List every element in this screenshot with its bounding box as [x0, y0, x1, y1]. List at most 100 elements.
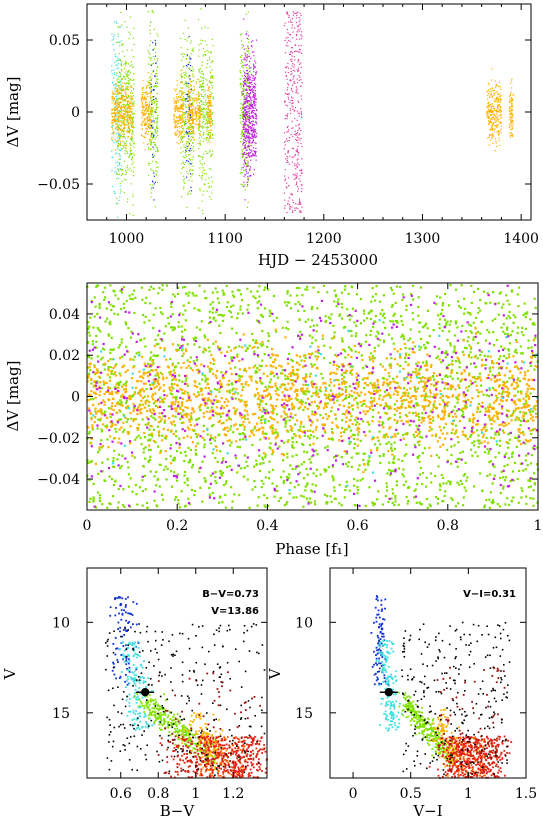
lightcurve-point-orange — [487, 89, 490, 91]
lightcurve-point-green — [190, 139, 193, 141]
lightcurve-point-pink — [295, 34, 297, 36]
phase-point-green — [98, 302, 101, 305]
lightcurve-point-orange — [497, 125, 499, 127]
lightcurve-point-magenta — [243, 175, 245, 177]
phase-point-green — [219, 347, 222, 350]
lightcurve-point-green — [182, 114, 184, 116]
lightcurve-point-orange — [126, 100, 128, 102]
lightcurve-point-magenta — [247, 184, 249, 186]
lightcurve-point-orange — [124, 116, 127, 118]
lightcurve-point-orange — [508, 95, 510, 97]
lightcurve-point-green — [154, 142, 156, 144]
lightcurve-point-green — [123, 192, 125, 194]
phase-point-green — [386, 384, 389, 387]
lightcurve-point-pink — [296, 38, 298, 40]
lightcurve-point-orange — [512, 123, 514, 125]
lightcurve-point-magenta — [253, 107, 255, 109]
lightcurve-point-orange — [182, 119, 184, 121]
lightcurve-point-green — [187, 76, 189, 78]
lightcurve-point-orange — [499, 86, 501, 88]
lightcurve-point-magenta — [249, 78, 251, 80]
lightcurve-point-green — [116, 197, 118, 199]
lightcurve-point-magenta — [247, 137, 249, 139]
phase-point-green — [470, 448, 473, 451]
lightcurve-point-green — [150, 168, 152, 170]
lightcurve-point-pink — [298, 115, 300, 117]
lightcurve-point-green — [183, 175, 185, 177]
lightcurve-point-orange — [141, 128, 143, 130]
lightcurve-point-green — [126, 152, 128, 154]
lightcurve-point-orange — [209, 80, 211, 82]
lightcurve-point-orange — [176, 126, 178, 128]
phase-point-green — [418, 348, 421, 351]
lightcurve-point-green — [247, 72, 250, 74]
lightcurve-point-orange — [151, 110, 153, 112]
lightcurve-point-green — [199, 68, 201, 70]
lightcurve-point-orange — [209, 116, 211, 118]
lightcurve-point-orange — [127, 105, 130, 107]
lightcurve-point-orange — [150, 112, 152, 114]
lightcurve-point-cyan — [120, 165, 123, 167]
lightcurve-point-orange — [209, 94, 212, 96]
phase-point-green — [266, 497, 269, 500]
lightcurve-point-orange — [199, 133, 201, 135]
lightcurve-point-orange — [498, 95, 500, 97]
lightcurve-point-magenta — [249, 126, 252, 128]
lightcurve-point-orange — [142, 113, 144, 115]
lightcurve-point-orange — [191, 122, 193, 125]
lightcurve-point-orange — [491, 90, 493, 92]
lightcurve-point-orange — [114, 92, 116, 94]
lightcurve-point-magenta — [251, 151, 253, 153]
phase-point-green — [87, 356, 91, 359]
lightcurve-point-green — [184, 163, 186, 165]
lightcurve-point-magenta — [247, 153, 249, 155]
lightcurve-point-orange — [488, 110, 490, 112]
lightcurve-point-green — [211, 154, 213, 156]
lightcurve-point-pink — [293, 75, 295, 77]
lightcurve-point-magenta — [244, 142, 246, 144]
lightcurve-point-magenta — [248, 105, 250, 107]
lightcurve-point-green — [133, 27, 135, 29]
lightcurve-point-orange — [143, 109, 145, 111]
lightcurve-point-magenta — [244, 57, 246, 59]
lightcurve-point-orange — [492, 111, 494, 113]
lightcurve-point-green — [203, 126, 205, 128]
lightcurve-point-orange — [510, 102, 512, 104]
lightcurve-point-magenta — [253, 124, 256, 126]
lightcurve-point-orange — [188, 87, 190, 89]
lightcurve-point-orange — [123, 103, 125, 106]
lightcurve-point-orange — [511, 100, 514, 102]
lightcurve-point-green — [201, 70, 203, 72]
phase-point-green — [297, 300, 300, 304]
lightcurve-point-magenta — [253, 116, 255, 118]
lightcurve-point-orange — [192, 118, 194, 120]
lightcurve-point-orange — [189, 75, 191, 77]
lightcurve-point-blue — [154, 39, 156, 42]
lightcurve-point-pink — [296, 139, 298, 142]
lightcurve-point-green — [126, 76, 128, 78]
lightcurve-point-pink — [284, 100, 286, 102]
lightcurve-point-orange — [123, 118, 125, 120]
lightcurve-point-orange — [209, 99, 211, 102]
lightcurve-point-orange — [500, 121, 502, 123]
phase-point-green — [412, 370, 415, 374]
lightcurve-point-orange — [496, 106, 498, 108]
lightcurve-point-blue — [153, 120, 155, 122]
phase-point-green — [397, 467, 400, 470]
lightcurve-point-green — [242, 132, 244, 134]
lightcurve-point-green — [155, 132, 157, 134]
lightcurve-point-blue — [188, 82, 190, 84]
lightcurve-point-magenta — [255, 115, 257, 117]
lightcurve-point-orange — [123, 119, 126, 121]
phase-point-green — [286, 456, 289, 459]
lightcurve-point-cyan — [115, 202, 117, 204]
lightcurve-point-green — [126, 103, 129, 105]
lightcurve-point-green — [191, 97, 193, 99]
lightcurve-point-orange — [510, 125, 512, 127]
lightcurve-point-orange — [119, 140, 121, 142]
lightcurve-point-green — [209, 149, 211, 151]
lightcurve-point-green — [180, 87, 182, 89]
lightcurve-point-pink — [286, 89, 288, 91]
lightcurve-point-orange — [197, 123, 199, 125]
phase-point-green — [432, 403, 435, 406]
